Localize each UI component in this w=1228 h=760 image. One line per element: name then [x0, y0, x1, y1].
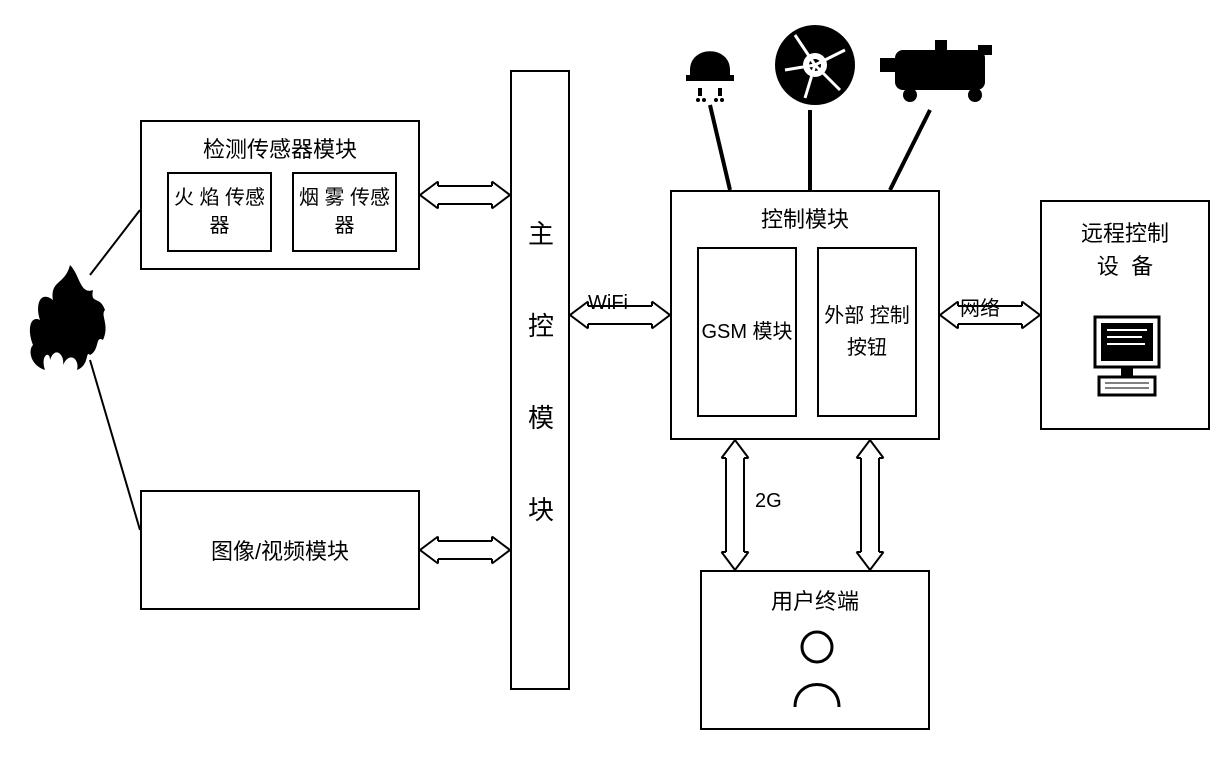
remote-device-title: 远程控制 设 备: [1042, 217, 1208, 283]
fan-icon: [770, 20, 860, 115]
control-module-title: 控制模块: [672, 202, 938, 234]
user-icon: [787, 627, 847, 717]
flame-sensor-label: 火 焰 传感器: [169, 184, 270, 240]
computer-icon: [1087, 312, 1167, 407]
ext-button-label: 外部 控制 按钮: [819, 300, 915, 364]
control-module-box: 控制模块 GSM 模块 外部 控制 按钮: [670, 190, 940, 440]
twog-label: 2G: [755, 490, 782, 513]
main-module-title: 主 控 模 块: [522, 220, 559, 540]
gsm-module-label: GSM 模块: [701, 316, 792, 348]
sensor-module-box: 检测传感器模块 火 焰 传感器 烟 雾 传感器: [140, 120, 420, 270]
fire-icon: [25, 260, 115, 385]
smoke-sensor-box: 烟 雾 传感器: [292, 172, 397, 252]
alarm-icon: [680, 30, 740, 110]
user-terminal-title: 用户终端: [702, 584, 928, 616]
gsm-module-box: GSM 模块: [697, 247, 797, 417]
video-module-title: 图像/视频模块: [211, 534, 349, 566]
user-terminal-box: 用户终端: [700, 570, 930, 730]
smoke-sensor-label: 烟 雾 传感器: [294, 184, 395, 240]
remote-device-box: 远程控制 设 备: [1040, 200, 1210, 430]
network-label: 网络: [960, 292, 1000, 321]
flame-sensor-box: 火 焰 传感器: [167, 172, 272, 252]
ext-button-box: 外部 控制 按钮: [817, 247, 917, 417]
main-module-box: 主 控 模 块: [510, 70, 570, 690]
wifi-label: WiFi: [588, 292, 628, 315]
video-module-box: 图像/视频模块: [140, 490, 420, 610]
sensor-module-title: 检测传感器模块: [142, 132, 418, 164]
sprayer-icon: [880, 30, 1000, 115]
